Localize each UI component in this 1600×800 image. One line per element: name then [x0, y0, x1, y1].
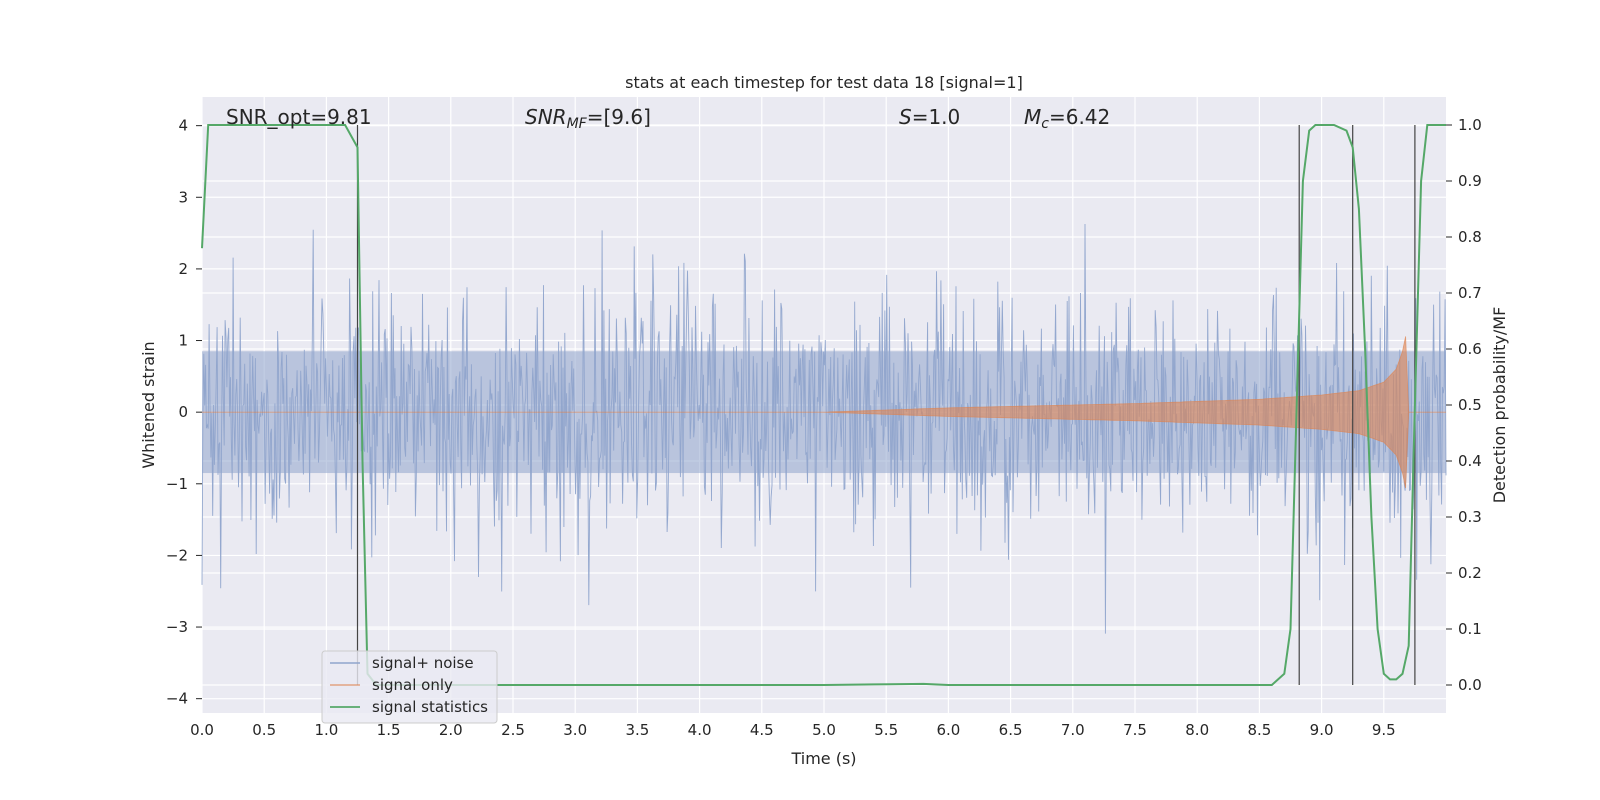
- y-right-tick-label: 0.2: [1458, 564, 1482, 582]
- x-tick-label: 5.0: [812, 721, 836, 739]
- x-tick-label: 7.0: [1061, 721, 1085, 739]
- x-tick-label: 7.5: [1123, 721, 1147, 739]
- annotation-s: S=1.0: [899, 105, 960, 129]
- x-tick-label: 9.5: [1372, 721, 1396, 739]
- annotation-snr-opt: SNR_opt=9.81: [226, 105, 372, 129]
- y-left-tick-label: 4: [178, 117, 188, 135]
- y-left-tick-labels: 4 3 2 1 0 −1 −2 −3 −4: [166, 117, 202, 708]
- y-right-tick-label: 0.4: [1458, 452, 1482, 470]
- annotation-mc-sub: c: [1041, 116, 1049, 132]
- annotation-snr-mf-label: SNR: [525, 105, 567, 129]
- signal-statistics-series: [201, 124, 1446, 686]
- x-tick-label: 0.0: [190, 721, 214, 739]
- x-tick-label: 5.5: [874, 721, 898, 739]
- x-tick-label: 6.0: [936, 721, 960, 739]
- y-left-tick-label: −4: [166, 690, 188, 708]
- y-left-tick-label: −2: [166, 546, 188, 564]
- x-axis-label: Time (s): [790, 749, 856, 768]
- x-tick-label: 2.0: [439, 721, 463, 739]
- annotation-snr-mf-sub: MF: [567, 116, 588, 132]
- y-right-tick-label: 0.6: [1458, 340, 1482, 358]
- signal-only-series: [202, 336, 1446, 489]
- y-left-tick-label: 0: [178, 403, 188, 421]
- y-right-tick-labels: 1.0 0.9 0.8 0.7 0.6 0.5 0.4 0.3 0.2 0.1 0.0: [1446, 116, 1482, 694]
- x-tick-label: 1.5: [377, 721, 401, 739]
- x-tick-labels: 0.0 0.5 1.0 1.5 2.0 2.5 3.0 3.5 4.0 4.5 5.0 5.5 6.0 6…: [190, 721, 1396, 739]
- y-right-tick-label: 0.7: [1458, 284, 1482, 302]
- legend-box: [321, 650, 498, 724]
- annotation-mc-value: =6.42: [1049, 105, 1110, 129]
- annotation-mc: Mc=6.42: [1024, 105, 1110, 132]
- chart-title: stats at each timestep for test data 18 …: [625, 73, 1023, 92]
- x-tick-label: 9.0: [1310, 721, 1334, 739]
- annotation-snr-mf: SNRMF=[9.6]: [525, 105, 651, 132]
- x-tick-label: 6.5: [999, 721, 1023, 739]
- y-left-tick-label: 1: [178, 332, 188, 350]
- x-tick-label: 0.5: [252, 721, 276, 739]
- x-tick-label: 4.5: [750, 721, 774, 739]
- y-left-axis-label: Whitened strain: [139, 341, 158, 468]
- y-left-tick-label: −3: [166, 618, 188, 636]
- x-tick-label: 4.0: [688, 721, 712, 739]
- x-tick-label: 8.5: [1247, 721, 1271, 739]
- y-right-tick-label: 0.5: [1458, 396, 1482, 414]
- y-left-tick-label: −1: [166, 475, 188, 493]
- y-right-tick-label: 0.1: [1458, 620, 1482, 638]
- y-right-tick-label: 0.3: [1458, 508, 1482, 526]
- x-tick-label: 2.5: [501, 721, 525, 739]
- x-tick-label: 1.0: [314, 721, 338, 739]
- legend-label-noise: signal+ noise: [372, 654, 474, 672]
- legend: signal+ noise signal only signal statist…: [321, 650, 498, 724]
- series-line-signal-statistics: [201, 124, 1446, 686]
- series-envelope-signal-only: [202, 336, 1446, 489]
- y-left-tick-label: 2: [178, 260, 188, 278]
- y-right-tick-label: 0.0: [1458, 676, 1482, 694]
- annotation-s-label: S: [899, 105, 912, 129]
- y-right-tick-label: 0.9: [1458, 172, 1482, 190]
- y-left-tick-label: 3: [178, 188, 188, 206]
- y-right-tick-label: 0.8: [1458, 228, 1482, 246]
- x-tick-label: 3.5: [625, 721, 649, 739]
- annotation-mc-label: M: [1024, 105, 1041, 129]
- y-right-tick-label: 1.0: [1458, 116, 1482, 134]
- legend-label-stats: signal statistics: [372, 698, 488, 716]
- y-right-axis-label: Detection probability/MF: [1490, 307, 1509, 504]
- legend-label-signal: signal only: [372, 676, 453, 694]
- annotation-s-value: =1.0: [912, 105, 961, 129]
- x-tick-label: 8.0: [1185, 721, 1209, 739]
- x-tick-label: 3.0: [563, 721, 587, 739]
- annotation-snr-mf-value: =[9.6]: [587, 105, 651, 129]
